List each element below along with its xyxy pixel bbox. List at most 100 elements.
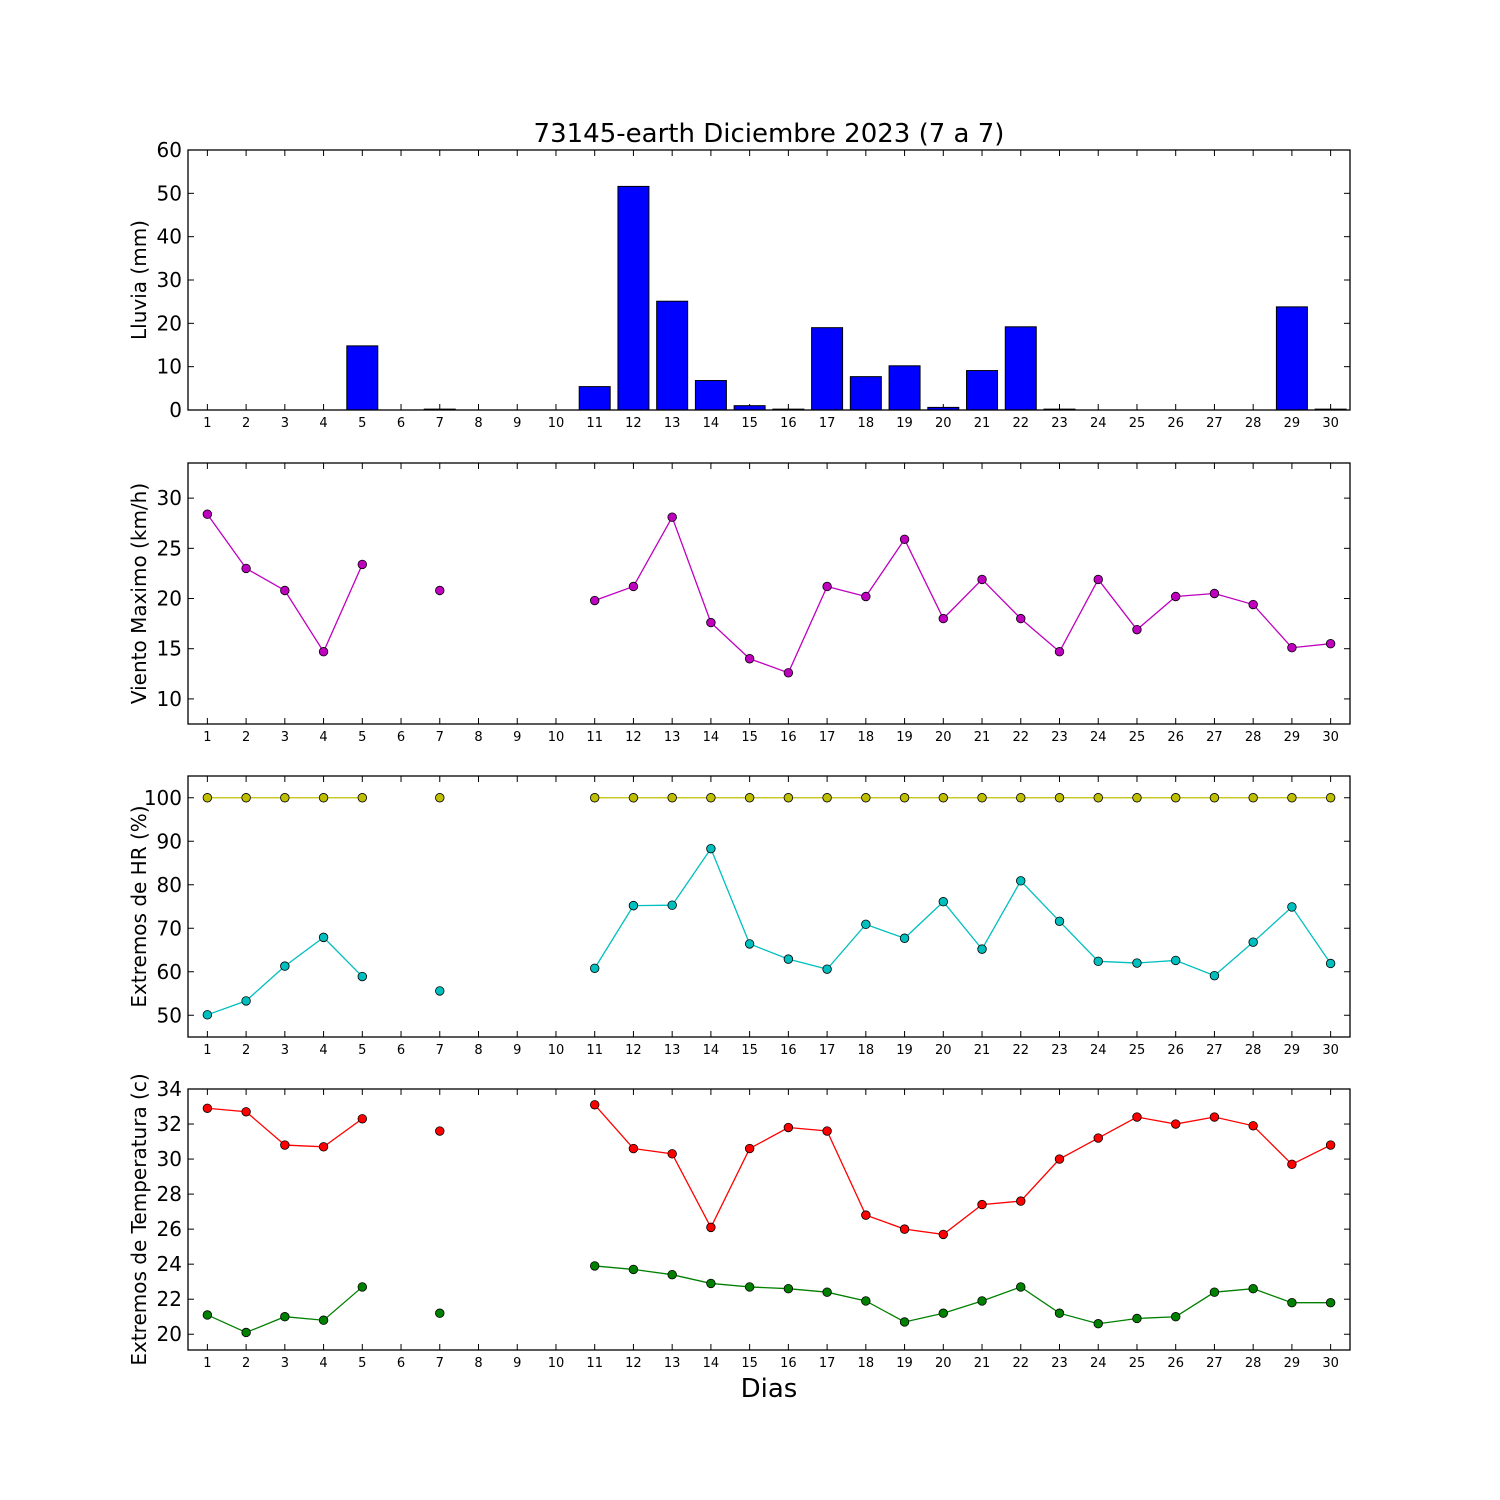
- bar-day-13: [656, 300, 689, 411]
- x-tick-label: 23: [1051, 730, 1068, 745]
- bar-day-21: [966, 370, 999, 411]
- x-tick-label: 21: [974, 730, 991, 745]
- point-series-2-day-3: [280, 961, 290, 971]
- x-tick-label: 1: [203, 416, 211, 431]
- x-tick-label: 16: [780, 416, 797, 431]
- point-series-1-day-26: [1170, 1119, 1181, 1129]
- point-series-1-day-22: [1016, 613, 1026, 624]
- x-tick-label: 1: [203, 1356, 211, 1371]
- point-series-1-day-19: [899, 534, 910, 544]
- point-series-2-day-25: [1132, 1313, 1142, 1324]
- point-series-1-day-30: [1325, 638, 1336, 649]
- bar-day-11: [578, 386, 611, 411]
- x-tick-label: 29: [1284, 730, 1301, 745]
- point-series-1-day-30: [1325, 793, 1336, 803]
- x-tick-label: 29: [1284, 416, 1301, 431]
- point-series-1-day-5: [357, 793, 368, 803]
- point-series-2-day-18: [861, 1296, 871, 1306]
- y-tick-label: 34: [157, 1077, 182, 1101]
- x-tick-label: 4: [319, 416, 327, 431]
- point-series-1-day-23: [1054, 647, 1065, 657]
- bar-day-5: [346, 345, 379, 411]
- point-series-1-day-18: [861, 793, 871, 803]
- x-tick-label: 19: [896, 1043, 913, 1058]
- x-tick-label: 16: [780, 1356, 797, 1371]
- x-tick-label: 1: [203, 1043, 211, 1058]
- y-axis-label: Extremos de HR (%): [127, 805, 151, 1007]
- point-series-1-day-18: [861, 1210, 871, 1220]
- x-tick-label: 29: [1284, 1356, 1301, 1371]
- x-tick-label: 28: [1245, 730, 1262, 745]
- x-tick-label: 24: [1090, 1043, 1107, 1058]
- point-series-2-day-3: [280, 1312, 290, 1322]
- x-tick-label: 28: [1245, 1043, 1262, 1058]
- point-series-2-day-1: [202, 1310, 213, 1320]
- x-tick-label: 29: [1284, 1043, 1301, 1058]
- x-tick-label: 26: [1167, 730, 1184, 745]
- x-axis-label: Dias: [741, 1374, 798, 1404]
- y-tick-label: 30: [157, 268, 182, 292]
- y-tick-label: 20: [157, 587, 182, 611]
- point-series-2-day-5: [357, 1282, 368, 1292]
- y-tick-label: 28: [157, 1182, 182, 1206]
- bar-day-18: [849, 376, 882, 411]
- point-series-2-day-30: [1325, 1298, 1336, 1308]
- x-tick-label: 7: [436, 730, 444, 745]
- x-tick-label: 6: [397, 416, 405, 431]
- point-series-1-day-14: [706, 1222, 716, 1233]
- x-tick-label: 11: [586, 1043, 603, 1058]
- point-series-1-day-21: [977, 793, 987, 803]
- bar-day-19: [888, 365, 921, 411]
- point-series-2-day-28: [1248, 1283, 1258, 1294]
- x-tick-label: 6: [397, 1043, 405, 1058]
- x-tick-label: 11: [586, 1356, 603, 1371]
- x-tick-label: 20: [935, 730, 952, 745]
- y-tick-label: 15: [157, 637, 182, 661]
- point-series-2-day-20: [938, 1308, 949, 1318]
- point-series-1-day-11: [590, 1100, 600, 1110]
- x-tick-label: 22: [1012, 1043, 1029, 1058]
- point-series-1-day-22: [1016, 1196, 1026, 1206]
- x-tick-label: 8: [474, 730, 482, 745]
- y-axis-label: Viento Maximo (km/h): [127, 483, 151, 704]
- point-series-2-day-25: [1132, 958, 1142, 968]
- point-series-2-day-27: [1209, 970, 1220, 981]
- point-series-1-day-22: [1016, 793, 1026, 803]
- point-series-1-day-29: [1287, 643, 1297, 653]
- x-tick-label: 27: [1206, 730, 1223, 745]
- x-tick-label: 25: [1129, 1356, 1146, 1371]
- x-tick-label: 18: [858, 1043, 875, 1058]
- point-series-1-day-15: [744, 1143, 755, 1154]
- x-tick-label: 3: [281, 1356, 289, 1371]
- plot-frame: [187, 1088, 1351, 1351]
- point-series-2-day-21: [977, 944, 987, 954]
- y-tick-label: 24: [157, 1252, 182, 1276]
- point-series-2-day-17: [822, 1287, 832, 1297]
- y-tick-label: 50: [157, 1003, 182, 1027]
- point-series-2-day-13: [667, 900, 677, 910]
- x-tick-label: 3: [281, 416, 289, 431]
- plot-frame: [187, 462, 1351, 725]
- point-series-1-day-20: [938, 793, 949, 803]
- x-tick-label: 22: [1012, 416, 1029, 431]
- x-tick-label: 11: [586, 416, 603, 431]
- x-tick-label: 19: [896, 416, 913, 431]
- point-series-1-day-28: [1248, 793, 1258, 803]
- point-series-1-day-15: [744, 793, 755, 803]
- y-tick-label: 20: [157, 311, 182, 335]
- point-series-1-day-2: [241, 1107, 251, 1117]
- point-series-2-day-27: [1209, 1287, 1220, 1297]
- x-tick-label: 12: [625, 1043, 642, 1058]
- x-tick-label: 23: [1051, 416, 1068, 431]
- point-series-2-day-23: [1054, 1308, 1065, 1318]
- point-series-2-day-2: [241, 996, 251, 1006]
- point-series-1-day-7: [435, 793, 445, 803]
- x-tick-label: 10: [548, 1043, 565, 1058]
- bar-day-12: [617, 185, 650, 411]
- point-series-1-day-11: [590, 793, 600, 803]
- y-tick-label: 30: [157, 486, 182, 510]
- point-series-2-day-12: [628, 1264, 639, 1275]
